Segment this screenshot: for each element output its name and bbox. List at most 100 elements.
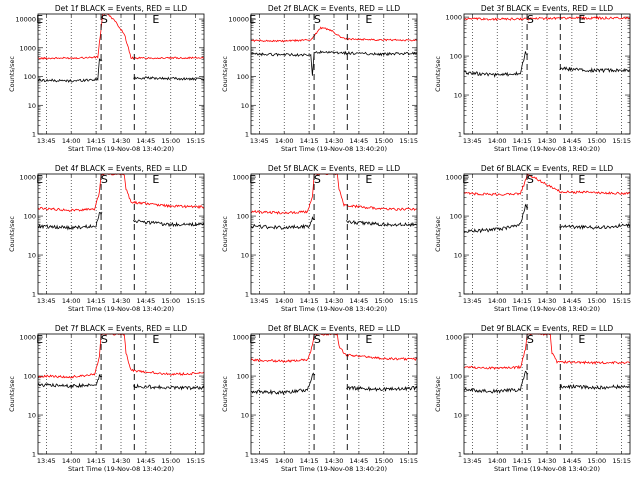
x-tick-label: 15:00 bbox=[161, 297, 180, 305]
chart-title: Det 1f BLACK = Events, RED = LLD bbox=[55, 4, 188, 13]
x-tick-label: 15:00 bbox=[161, 457, 180, 465]
plot-frame bbox=[37, 333, 205, 455]
chart-panel-1: Det 1f BLACK = Events, RED = LLD 13:45 14:… bbox=[8, 4, 205, 153]
x-tick-label: 14:15 bbox=[87, 457, 106, 465]
marker-e: E bbox=[152, 333, 159, 346]
chart-title: Det 3f BLACK = Events, RED = LLD bbox=[481, 4, 614, 13]
marker-s: S bbox=[101, 173, 108, 186]
x-tick-label: 15:15 bbox=[186, 297, 205, 305]
x-axis-label: Start Time (19-Nov-08 13:40:20) bbox=[68, 305, 174, 313]
y-axis-label: Counts/sec bbox=[8, 216, 16, 252]
series-line-lld bbox=[250, 26, 418, 43]
y-tick-label: 1 bbox=[245, 451, 249, 459]
x-tick-label: 14:30 bbox=[538, 457, 557, 465]
series-line-events bbox=[37, 57, 205, 83]
chart-title: Det 9f BLACK = Events, RED = LLD bbox=[481, 324, 614, 333]
x-tick-label: 15:00 bbox=[587, 137, 606, 145]
x-tick-label: 14:00 bbox=[62, 297, 81, 305]
plot-frame bbox=[250, 13, 418, 135]
chart-title: Det 2f BLACK = Events, RED = LLD bbox=[268, 4, 401, 13]
x-tick-label: 14:15 bbox=[513, 457, 532, 465]
y-axis-label: Counts/sec bbox=[434, 56, 442, 92]
y-tick-label: 100 bbox=[237, 73, 249, 81]
x-axis-label: Start Time (19-Nov-08 13:40:20) bbox=[494, 145, 600, 153]
x-tick-label: 15:15 bbox=[399, 297, 418, 305]
chart-title: Det 4f BLACK = Events, RED = LLD bbox=[55, 164, 188, 173]
series-line-events bbox=[37, 211, 205, 231]
marker-e: E bbox=[249, 13, 256, 26]
y-tick-label: 1000 bbox=[445, 14, 462, 22]
marker-e: E bbox=[36, 13, 43, 26]
x-tick-label: 14:00 bbox=[488, 297, 507, 305]
x-tick-label: 14:45 bbox=[563, 297, 582, 305]
plot-frame bbox=[250, 333, 418, 455]
x-tick-label: 15:00 bbox=[374, 137, 393, 145]
marker-s: S bbox=[314, 173, 321, 186]
series-line-events bbox=[250, 372, 418, 396]
chart-title: Det 5f BLACK = Events, RED = LLD bbox=[268, 164, 401, 173]
chart-panel-6: Det 6f BLACK = Events, RED = LLD 13:45 14:… bbox=[434, 164, 631, 313]
marker-e: E bbox=[249, 173, 256, 186]
plot-frame bbox=[463, 333, 631, 455]
y-tick-label: 1000 bbox=[232, 334, 249, 342]
y-tick-label: 10000 bbox=[228, 16, 249, 24]
y-axis-label: Counts/sec bbox=[221, 216, 229, 252]
plot-frame bbox=[37, 13, 205, 135]
y-axis-label: Counts/sec bbox=[8, 56, 16, 92]
x-tick-label: 15:15 bbox=[399, 137, 418, 145]
x-tick-label: 13:45 bbox=[37, 297, 56, 305]
x-tick-label: 14:15 bbox=[87, 137, 106, 145]
y-tick-label: 1 bbox=[458, 291, 462, 299]
series-line-lld bbox=[463, 333, 631, 370]
x-tick-label: 14:00 bbox=[62, 457, 81, 465]
marker-e: E bbox=[578, 333, 585, 346]
y-tick-label: 10 bbox=[241, 102, 249, 110]
y-tick-label: 1 bbox=[32, 451, 36, 459]
y-tick-label: 10 bbox=[454, 92, 462, 100]
x-tick-label: 13:45 bbox=[463, 457, 482, 465]
x-tick-label: 15:15 bbox=[186, 457, 205, 465]
marker-s: S bbox=[314, 333, 321, 346]
y-tick-label: 1000 bbox=[19, 334, 36, 342]
marker-s: S bbox=[527, 173, 534, 186]
marker-e: E bbox=[36, 333, 43, 346]
x-tick-label: 14:30 bbox=[538, 137, 557, 145]
chart-panel-5: Det 5f BLACK = Events, RED = LLD 13:45 14:… bbox=[221, 164, 418, 313]
marker-e: E bbox=[365, 173, 372, 186]
marker-e: E bbox=[462, 173, 469, 186]
y-tick-label: 10 bbox=[28, 102, 36, 110]
y-axis-label: Counts/sec bbox=[8, 376, 16, 412]
marker-e: E bbox=[249, 333, 256, 346]
x-tick-label: 15:00 bbox=[161, 137, 180, 145]
chart-panel-4: Det 4f BLACK = Events, RED = LLD 13:45 14:… bbox=[8, 164, 205, 313]
x-tick-label: 14:15 bbox=[300, 457, 319, 465]
x-tick-label: 14:45 bbox=[137, 457, 156, 465]
x-tick-label: 14:45 bbox=[137, 297, 156, 305]
marker-s: S bbox=[527, 13, 534, 26]
y-tick-label: 100 bbox=[450, 373, 462, 381]
chart-title: Det 7f BLACK = Events, RED = LLD bbox=[55, 324, 188, 333]
x-tick-label: 15:00 bbox=[587, 297, 606, 305]
y-tick-label: 100 bbox=[450, 53, 462, 61]
x-tick-label: 14:30 bbox=[112, 457, 131, 465]
x-tick-label: 14:15 bbox=[300, 297, 319, 305]
x-tick-label: 14:45 bbox=[137, 137, 156, 145]
series-line-lld bbox=[37, 13, 205, 60]
marker-s: S bbox=[527, 333, 534, 346]
x-tick-label: 13:45 bbox=[37, 457, 56, 465]
x-tick-label: 14:30 bbox=[112, 297, 131, 305]
chart-panel-8: Det 8f BLACK = Events, RED = LLD 13:45 14:… bbox=[221, 324, 418, 473]
series-line-events bbox=[37, 373, 205, 391]
x-axis-label: Start Time (19-Nov-08 13:40:20) bbox=[494, 465, 600, 473]
x-tick-label: 14:45 bbox=[350, 297, 369, 305]
x-tick-label: 14:45 bbox=[563, 137, 582, 145]
x-tick-label: 13:45 bbox=[250, 137, 269, 145]
y-tick-label: 1 bbox=[458, 451, 462, 459]
x-tick-label: 14:00 bbox=[488, 137, 507, 145]
x-axis-label: Start Time (19-Nov-08 13:40:20) bbox=[494, 305, 600, 313]
x-tick-label: 14:45 bbox=[563, 457, 582, 465]
y-axis-label: Counts/sec bbox=[221, 376, 229, 412]
y-tick-label: 100 bbox=[24, 373, 36, 381]
marker-e: E bbox=[365, 333, 372, 346]
x-tick-label: 15:00 bbox=[374, 457, 393, 465]
